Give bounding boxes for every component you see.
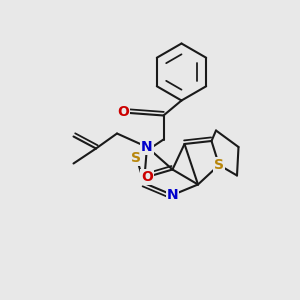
Text: O: O — [117, 106, 129, 119]
Text: S: S — [214, 158, 224, 172]
Text: N: N — [167, 188, 178, 202]
Text: O: O — [141, 170, 153, 184]
Text: N: N — [141, 140, 153, 154]
Text: S: S — [131, 151, 142, 164]
